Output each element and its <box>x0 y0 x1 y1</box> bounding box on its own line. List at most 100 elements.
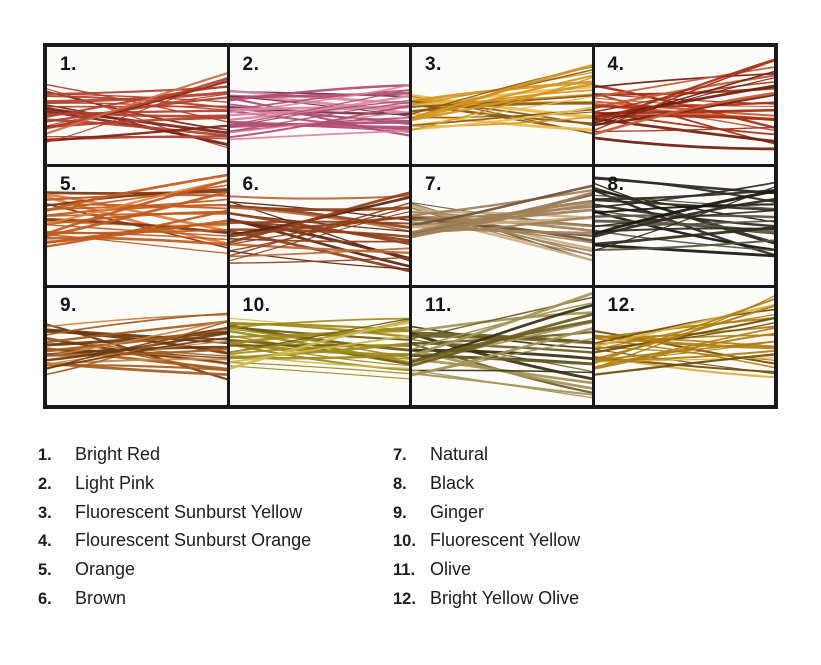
quill-strand <box>594 189 774 236</box>
quill-strand <box>47 79 227 143</box>
quill-strand <box>229 341 409 359</box>
quill-strand <box>229 256 409 265</box>
quill-strand <box>47 124 227 143</box>
quill-strand <box>594 297 774 364</box>
legend-item: 3. Fluorescent Sunburst Yellow <box>38 502 393 531</box>
quill-strand <box>594 92 774 136</box>
quill-strand <box>47 93 227 127</box>
legend-item: 6. Brown <box>38 588 393 617</box>
quill-fibers-image <box>47 174 227 255</box>
swatch-cell-8: 8. <box>594 167 774 285</box>
swatch-cell-10: 10. <box>229 287 409 405</box>
quill-strand <box>47 88 227 148</box>
quill-strand <box>412 321 592 363</box>
quill-strand <box>47 91 227 104</box>
legend-item: 9. Ginger <box>393 502 580 531</box>
quill-strand <box>229 218 409 268</box>
legend-item-number: 6. <box>38 589 52 608</box>
legend-item: 5. Orange <box>38 559 393 588</box>
legend-item-label: Natural <box>430 444 489 464</box>
quill-strand <box>412 96 592 126</box>
legend-column-1: 1. Bright Red 2. Light Pink 3. Fluorescent Su… <box>38 444 393 617</box>
legend-item-number: 1. <box>38 446 52 464</box>
quill-strand <box>229 88 409 126</box>
legend-item: 7. Natural <box>393 444 580 473</box>
quill-strand <box>229 101 409 132</box>
legend-item-number: 9. <box>393 503 407 522</box>
quill-strand <box>594 198 774 239</box>
cell-number: 6. <box>242 174 260 196</box>
cell-number: 4. <box>607 54 625 75</box>
quill-strand <box>594 136 774 151</box>
quill-strand <box>47 213 227 218</box>
legend-item-label: Flourescent Sunburst Orange <box>75 530 312 551</box>
quill-strand <box>594 316 774 340</box>
quill-strand <box>412 83 592 122</box>
legend-item: 12. Bright Yellow Olive <box>393 588 580 617</box>
quill-strand <box>47 312 227 336</box>
quill-strand <box>412 74 592 121</box>
quill-strand <box>47 320 227 344</box>
quill-fibers-image <box>229 317 409 380</box>
quill-strand <box>47 210 227 248</box>
quill-strand <box>47 219 227 244</box>
quill-fibers-image <box>594 176 774 258</box>
quill-fibers-image <box>229 191 409 273</box>
quill-strand <box>594 356 774 373</box>
swatch-cell-4: 4. <box>594 47 774 165</box>
quill-strand <box>229 206 409 252</box>
quill-strand <box>47 184 227 212</box>
quill-strand <box>47 331 227 362</box>
quill-strand <box>47 330 227 344</box>
legend-item-number: 5. <box>38 561 52 580</box>
quill-strand <box>47 319 227 357</box>
quill-strand <box>594 332 774 370</box>
legend-item: 2. Light Pink <box>38 473 393 502</box>
cell-number: 11. <box>425 294 452 316</box>
quill-strand <box>594 66 774 98</box>
quill-strand <box>47 190 227 196</box>
quill-strand <box>229 320 409 370</box>
quill-strand <box>594 239 774 252</box>
quill-strand <box>412 76 592 131</box>
quill-strand <box>47 85 227 118</box>
quill-strand <box>594 70 774 124</box>
quill-strand <box>47 204 227 217</box>
quill-strand <box>229 195 409 200</box>
quill-strand <box>412 372 592 396</box>
quill-strand <box>594 316 774 354</box>
quill-strand <box>229 94 409 121</box>
quill-fibers-image <box>47 312 227 380</box>
quill-strand <box>47 188 227 208</box>
quill-fibers-image <box>594 58 774 151</box>
quill-strand <box>229 89 409 111</box>
quill-strand <box>412 312 592 367</box>
quill-strand <box>229 334 409 363</box>
quill-strand <box>229 202 409 257</box>
quill-strand <box>594 326 774 368</box>
quill-fibers-image <box>594 294 774 378</box>
quill-strand <box>594 199 774 212</box>
swatch-cell-5: 5. <box>47 167 227 285</box>
legend-item-number: 7. <box>393 446 407 464</box>
swatch-cell-9: 9. <box>47 287 227 405</box>
legend-item: 10. Fluorescent Yellow <box>393 530 580 559</box>
color-grid: 1. 2. 3. 4. 5. 6. 7. 8. 9. 10. 11. 12. <box>43 43 778 409</box>
quill-strand <box>594 60 774 131</box>
quill-strand <box>594 101 774 108</box>
quill-strand <box>229 211 409 262</box>
swatch-cell-6: 6. <box>229 167 409 285</box>
swatch-cell-3: 3. <box>412 47 592 165</box>
quill-strand <box>229 84 409 102</box>
legend-item: 4. Flourescent Sunburst Orange <box>38 530 393 559</box>
legend-column-2: 7. Natural 8. Black 9. Ginger 10. Fluorescent Y… <box>393 444 580 617</box>
quill-strand <box>229 84 409 114</box>
legend-item-label: Black <box>430 472 475 493</box>
quill-strand <box>412 296 592 340</box>
quill-strand <box>412 291 592 357</box>
cell-number: 7. <box>425 174 442 196</box>
quill-strand <box>594 220 774 228</box>
quill-strand <box>47 179 227 236</box>
cell-number: 8. <box>607 174 625 196</box>
quill-strand <box>229 317 409 329</box>
